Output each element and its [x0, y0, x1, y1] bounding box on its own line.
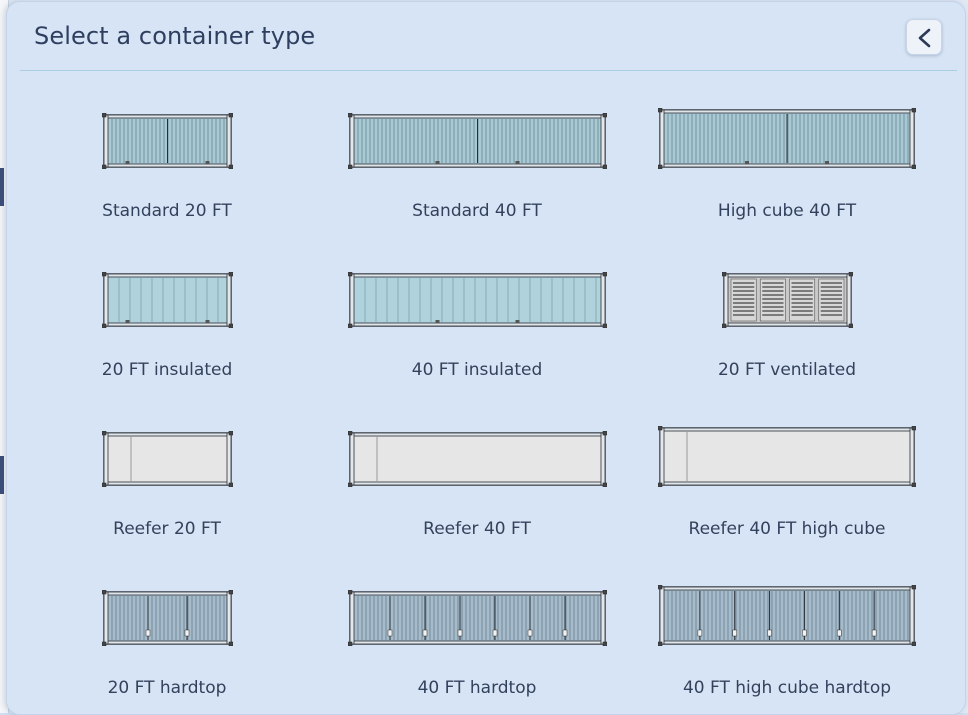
container-illustration	[658, 426, 916, 487]
container-option-label: 40 FT high cube hardtop	[682, 678, 892, 698]
container-option-label: Standard 20 FT	[102, 201, 232, 221]
container-option-2[interactable]: Standard 40 FT	[327, 104, 627, 254]
dialog-title: Select a container type	[34, 22, 316, 50]
container-illustration	[101, 113, 233, 169]
container-illustration	[658, 585, 916, 646]
container-option-label: 20 FT hardtop	[107, 678, 227, 698]
container-option-10[interactable]: 20 FT hardtop	[17, 581, 317, 714]
container-type-dialog: Select a container type Standard 20 FT St…	[6, 1, 966, 715]
dialog-header: Select a container type	[7, 2, 965, 71]
container-option-12[interactable]: 40 FT high cube hardtop	[637, 581, 937, 714]
back-button[interactable]	[906, 19, 942, 55]
container-illustration	[101, 590, 233, 646]
container-option-9[interactable]: Reefer 40 FT high cube	[637, 422, 937, 572]
container-option-7[interactable]: Reefer 20 FT	[17, 422, 317, 572]
container-illustration	[347, 113, 607, 169]
container-illustration	[347, 590, 607, 646]
background-marker	[0, 456, 4, 494]
container-option-5[interactable]: 40 FT insulated	[327, 263, 627, 413]
container-option-label: 40 FT hardtop	[417, 678, 537, 698]
container-option-6[interactable]: 20 FT ventilated	[637, 263, 937, 413]
container-illustration	[658, 108, 916, 169]
container-grid: Standard 20 FT Standard 40 FT High cube 40…	[7, 2, 965, 714]
container-option-11[interactable]: 40 FT hardtop	[327, 581, 627, 714]
container-option-label: Reefer 20 FT	[113, 519, 221, 539]
background-marker	[0, 168, 4, 206]
container-option-label: High cube 40 FT	[717, 201, 857, 221]
container-illustration	[101, 272, 233, 328]
container-illustration	[347, 431, 607, 487]
container-option-8[interactable]: Reefer 40 FT	[327, 422, 627, 572]
chevron-left-icon	[918, 28, 931, 48]
container-illustration	[721, 272, 853, 328]
container-illustration	[347, 272, 607, 328]
container-option-1[interactable]: Standard 20 FT	[17, 104, 317, 254]
container-illustration	[101, 431, 233, 487]
container-option-label: Reefer 40 FT	[423, 519, 531, 539]
container-option-label: 20 FT ventilated	[717, 360, 857, 380]
container-option-4[interactable]: 20 FT insulated	[17, 263, 317, 413]
header-divider	[20, 70, 957, 71]
container-option-label: 20 FT insulated	[101, 360, 233, 380]
container-option-label: Reefer 40 FT high cube	[688, 519, 886, 539]
container-option-label: Standard 40 FT	[412, 201, 542, 221]
container-option-label: 40 FT insulated	[411, 360, 543, 380]
container-option-3[interactable]: High cube 40 FT	[637, 104, 937, 254]
